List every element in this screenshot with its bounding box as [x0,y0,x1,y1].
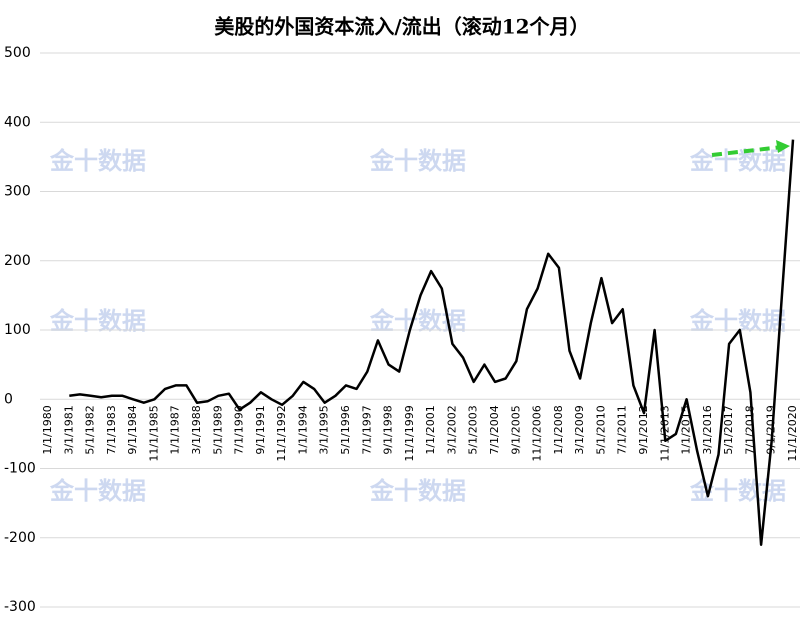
y-tick-label: -100 [4,461,36,477]
x-tick-label: 9/1/2012 [637,405,650,454]
arrow-head [776,140,790,153]
x-tick-label: 5/1/1989 [211,405,224,454]
x-tick-label: 1/1/1987 [169,405,182,454]
x-tick-label: 3/1/2009 [573,405,586,454]
x-tick-label: 3/1/1988 [190,405,203,454]
watermark: 金十数据 [689,307,786,335]
y-tick-label: 300 [4,184,31,200]
x-tick-label: 9/1/1984 [126,405,139,454]
arrow-annotation [711,140,790,157]
x-tick-label: 7/1/2004 [488,405,501,454]
x-tick-label: 3/1/2016 [701,405,714,454]
watermark: 金十数据 [369,147,466,175]
watermark: 金十数据 [49,307,146,335]
x-tick-label: 3/1/2002 [445,405,458,454]
chart-title: 美股的外国资本流入/流出（滚动12个月） [214,15,589,39]
x-tick-label: 11/1/2006 [531,405,544,461]
x-tick-label: 7/1/1990 [233,405,246,454]
x-tick-label: 11/1/1992 [275,405,288,461]
x-tick-label: 3/1/1981 [62,405,75,454]
x-tick-label: 5/1/2003 [467,405,480,454]
x-tick-label: 9/1/1991 [254,405,267,454]
x-tick-label: 1/1/2008 [552,405,565,454]
y-tick-label: -300 [4,599,36,615]
watermark: 金十数据 [49,147,146,175]
data-line [69,139,795,546]
y-tick-label: 0 [4,391,13,407]
y-tick-label: 100 [4,322,31,338]
x-tick-label: 5/1/1982 [84,405,97,454]
x-tick-label: 7/1/1983 [105,405,118,454]
x-tick-label: 11/1/2020 [786,405,799,461]
x-tick-label: 7/1/1997 [360,405,373,454]
y-tick-label: 200 [4,253,31,269]
x-tick-label: 1/1/2001 [424,405,437,454]
x-tick-label: 5/1/1996 [339,405,352,454]
x-tick-label: 9/1/2005 [509,405,522,454]
x-tick-label: 11/1/1999 [403,405,416,461]
watermark: 金十数据 [369,307,466,335]
plot: 1/1/1980 3/1/1981 5/1/1982 7/1/1983 9/1/1984… [41,139,799,546]
y-tick-label: 500 [4,45,31,61]
x-tick-label: 3/1/1995 [318,405,331,454]
x-tick-label: 7/1/2011 [616,405,629,454]
x-tick-label: 11/1/1985 [147,405,160,461]
x-tick-label: 1/1/1980 [41,405,54,454]
watermark: 金十数据 [49,477,146,505]
grid: -300 -200 -100 0 100 200 300 400 500 [4,45,800,615]
y-tick-label: 400 [4,114,31,130]
x-tick-label: 1/1/1994 [296,405,309,454]
x-tick-label: 9/1/1998 [382,405,395,454]
x-tick-label: 5/1/2010 [594,405,607,454]
watermark: 金十数据 [369,477,466,505]
x-tick-label: 5/1/2017 [722,405,735,454]
y-tick-label: -200 [4,530,36,546]
arrow-line [711,145,783,157]
